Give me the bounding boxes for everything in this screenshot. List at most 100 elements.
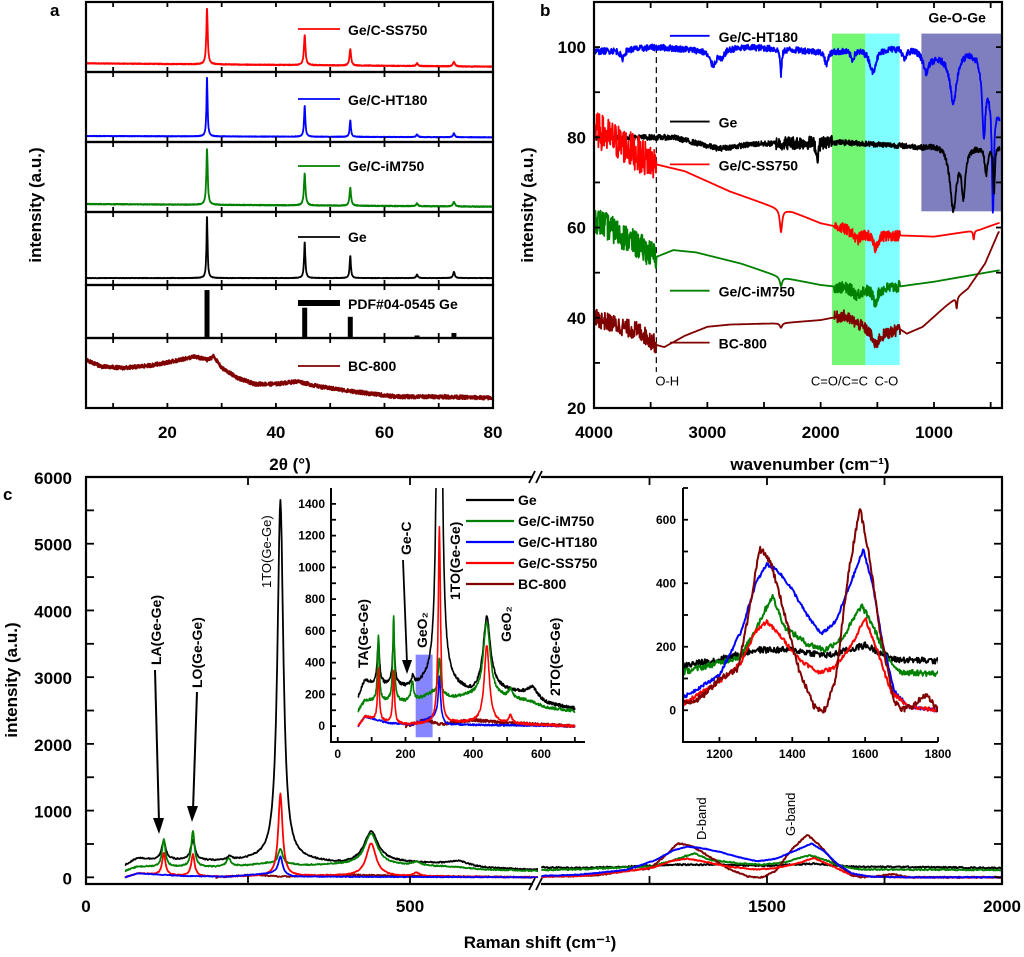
- inset-right-x-tick-label: 1800: [925, 747, 952, 761]
- inset-left-y-tick-label: 600: [305, 624, 325, 638]
- xrd-line-Ge/C-SS750: [86, 7, 493, 68]
- xrd-reference-stick: [414, 335, 420, 338]
- legend-label-xrd: Ge/C-HT180: [348, 92, 428, 108]
- panel-label-c: c: [3, 485, 12, 504]
- raman-x-tick-label: 0: [81, 897, 90, 916]
- legend-label-xrd: Ge/C-SS750: [348, 22, 428, 38]
- legend-label-raman: Ge: [518, 492, 537, 508]
- raman-y-tick-label: 3000: [34, 669, 72, 688]
- raman-line-Ge/C-iM750: [540, 852, 1002, 872]
- inset-right-y-tick-label: 600: [656, 513, 676, 527]
- ftir-y-tick-label: 20: [567, 399, 586, 418]
- ftir-highlight-region: [832, 33, 866, 366]
- xrd-subpanel-frame: [84, 70, 495, 144]
- xrd-reference-stick: [347, 316, 353, 338]
- inset-left-line-Ge/C-iM750: [357, 615, 576, 713]
- inset-right-line-Ge/C-HT180: [683, 548, 938, 713]
- ftir-line-Ge: [594, 133, 1001, 214]
- inset-left-line-Ge/C-SS750: [357, 525, 576, 728]
- raman-line-Ge/C-HT180: [540, 842, 1002, 879]
- inset-right-y-tick-label: 0: [669, 703, 676, 717]
- inset-left-x-tick-label: 400: [463, 747, 483, 761]
- ftir-x-tick-label: 3000: [688, 423, 726, 442]
- inset-left-y-tick-label: 400: [305, 656, 325, 670]
- legend-label-raman: Ge/C-SS750: [518, 555, 598, 571]
- legend-label-raman: Ge/C-iM750: [518, 513, 594, 529]
- xrd-line-Ge/C-HT180: [86, 76, 493, 139]
- xrd-subpanel-frame: [84, 210, 495, 287]
- ftir-y-tick-label: 40: [567, 309, 586, 328]
- ftir-x-tick-label: 4000: [575, 423, 613, 442]
- inset-left-y-tick-label: 1000: [298, 560, 325, 574]
- xrd-reference-stick: [451, 332, 457, 338]
- raman-line-Ge/C-HT180: [124, 855, 538, 879]
- raman-y-tick-label: 5000: [34, 536, 72, 555]
- inset-right-bg: [683, 488, 938, 742]
- ftir-y-axis-title: intensity (a.u.): [518, 147, 537, 262]
- ftir-annotation-oh: O-H: [655, 373, 679, 388]
- raman-annotation-d-band: D-band: [694, 797, 709, 840]
- raman-x-tick-label: 500: [396, 897, 424, 916]
- axis-break-mark: [528, 877, 536, 891]
- inset-left-x-tick-label: 200: [395, 747, 415, 761]
- legend-label-xrd: PDF#04-0545 Ge: [348, 296, 458, 312]
- legend-label-raman: BC-800: [518, 576, 566, 592]
- raman-annotation-lo: LO(Ge-Ge): [189, 617, 205, 688]
- raman-y-tick-label: 6000: [34, 469, 72, 488]
- inset-left-y-tick-label: 1200: [298, 529, 325, 543]
- inset-right-x-tick-label: 1200: [706, 747, 733, 761]
- raman-y-tick-label: 2000: [34, 736, 72, 755]
- ftir-line-Ge/C-SS750: [594, 112, 1001, 254]
- ftir-line-BC-800: [594, 231, 1001, 354]
- legend-label-ftir: BC-800: [719, 336, 767, 352]
- ftir-x-axis-title: wavenumber (cm⁻¹): [729, 455, 889, 474]
- panel-label-a: a: [50, 1, 60, 20]
- xrd-reference-stick: [204, 290, 210, 338]
- arrowhead-lo: [187, 806, 198, 822]
- ftir-line-Ge/C-HT180: [594, 43, 1001, 214]
- inset-annotation-ge-c: Ge-C: [398, 522, 414, 555]
- axis-break-gap: [533, 471, 541, 483]
- raman-x-tick-label: 1500: [748, 897, 786, 916]
- xrd-x-axis-title: 2θ (°): [269, 455, 311, 474]
- xrd-reference-stick: [302, 307, 308, 338]
- ftir-frame: [592, 0, 1004, 410]
- raman-y-tick-label: 1000: [34, 803, 72, 822]
- arrowhead-la: [153, 818, 164, 834]
- inset-right-y-tick-label: 400: [656, 576, 676, 590]
- raman-annotation-1to: 1TO(Ge-Ge): [259, 515, 274, 588]
- ftir-x-tick-label: 2000: [802, 423, 840, 442]
- raman-x-tick-label: 2000: [983, 897, 1021, 916]
- legend-label-ftir: Ge/C-iM750: [719, 284, 795, 300]
- xrd-subpanel-frame: [84, 140, 495, 214]
- inset-left-y-tick-label: 800: [305, 592, 325, 606]
- legend-label-ftir: Ge: [719, 115, 738, 131]
- inset-left-line-BC-800: [404, 717, 576, 729]
- inset-right-x-tick-label: 1400: [779, 747, 806, 761]
- xrd-line-Ge/C-iM750: [86, 148, 493, 208]
- inset-annotation-geo2: GeO₂: [498, 606, 514, 642]
- ftir-highlight-region: [865, 33, 900, 366]
- inset-left-y-tick-label: 0: [318, 719, 325, 733]
- raman-x-axis-title: Raman shift (cm⁻¹): [464, 933, 617, 952]
- raman-y-axis-title: intensity (a.u.): [2, 622, 21, 737]
- inset-right-y-tick-label: 200: [656, 640, 676, 654]
- inset-left-axes: [330, 488, 585, 743]
- legend-label-ftir: Ge/C-SS750: [719, 157, 799, 173]
- axis-break-mark: [528, 470, 536, 484]
- inset-right-line-Ge/C-iM750: [683, 594, 938, 677]
- axis-break-gap: [533, 878, 541, 890]
- ftir-y-tick-label: 100: [558, 38, 586, 57]
- inset-annotation-2to: 2TO(Ge-Ge): [547, 618, 563, 696]
- axis-break-mark: [535, 877, 543, 891]
- xrd-x-tick-label: 60: [375, 423, 394, 442]
- inset-right-line-BC-800: [683, 508, 938, 714]
- raman-annotation-la: LA(Ge-Ge): [148, 595, 164, 665]
- xrd-line-BC-800: [86, 353, 493, 401]
- legend-label-xrd: Ge/C-iM750: [348, 158, 424, 174]
- ftir-y-tick-label: 80: [567, 128, 586, 147]
- xrd-x-tick-label: 80: [484, 423, 503, 442]
- ftir-annotation-ge-o-ge: Ge-O-Ge: [928, 9, 986, 25]
- inset-annotation-ta: TA(Ge-Ge): [355, 599, 371, 668]
